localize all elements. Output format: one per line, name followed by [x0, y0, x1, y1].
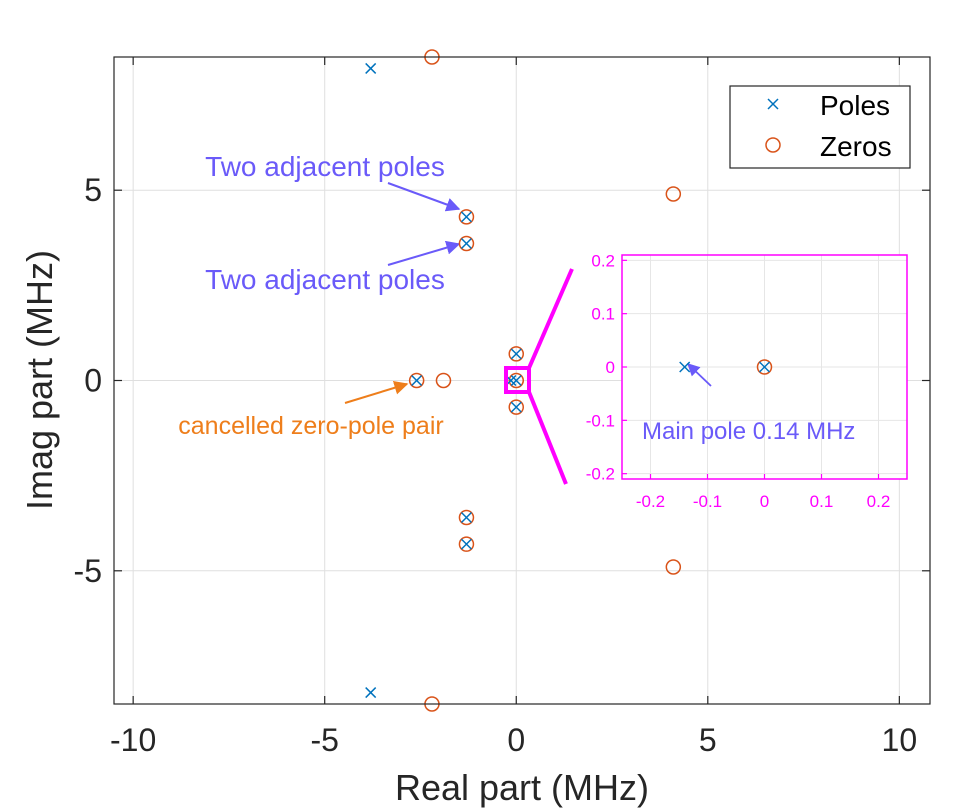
- y-tick-label: 5: [84, 172, 102, 208]
- zero-marker: [458, 536, 475, 552]
- x-tick-label: 0: [507, 722, 525, 758]
- annotation-cancelled-pair: cancelled zero-pole pair: [178, 412, 443, 440]
- inset-annotation-main-pole: Main pole 0.14 MHz: [642, 418, 855, 445]
- x-tick-label: 5: [699, 722, 717, 758]
- x-tick-label: 10: [882, 722, 918, 758]
- inset-plot: -0.2 -0.1 0 0.1 0.2 -0.2 -0.1 0 0.1 0.2 Main pole…: [586, 251, 908, 511]
- zero-marker: [508, 372, 525, 389]
- inset-x-tick-label: 0: [760, 492, 769, 511]
- pole-marker: [510, 348, 522, 360]
- legend-poles-marker: [767, 98, 779, 110]
- x-tick-label: -5: [310, 722, 338, 758]
- pole-marker: [460, 538, 472, 550]
- annotation-arrow-lower: [387, 240, 461, 266]
- zero-marker: [665, 559, 682, 575]
- inset-x-tick-label: 0.1: [810, 492, 834, 511]
- pole-marker: [510, 401, 522, 413]
- pole-marker: [460, 511, 472, 524]
- x-tick-label: -10: [110, 722, 156, 758]
- pole-marker: [365, 687, 377, 699]
- annotation-two-adjacent-poles-upper: Two adjacent poles: [205, 151, 445, 182]
- pole-marker: [510, 374, 522, 387]
- zero-marker: [458, 509, 475, 526]
- zoom-connector-bottom: [527, 391, 568, 485]
- inset-y-tick-label: -0.1: [586, 411, 615, 430]
- zoom-box: [504, 366, 531, 394]
- axis-ticks: -10 -5 0 5 10 -5 0 5: [74, 57, 930, 758]
- inset-x-tick-label: 0.2: [867, 492, 891, 511]
- x-axis-label: Real part (MHz): [395, 767, 649, 808]
- inset-y-tick-label: 0: [606, 358, 615, 377]
- inset-zero-marker: [756, 359, 773, 375]
- zero-marker: [458, 209, 475, 225]
- inset-x-tick-label: -0.2: [636, 492, 665, 511]
- pole-marker: [411, 374, 423, 387]
- inset-ticks: -0.2 -0.1 0 0.1 0.2 -0.2 -0.1 0 0.1 0.2: [586, 251, 891, 511]
- inset-y-tick-label: -0.2: [586, 465, 615, 484]
- inset-annotation-arrow: [687, 363, 712, 387]
- legend-zeros-marker: [765, 137, 781, 153]
- y-tick-label: -5: [74, 553, 102, 589]
- zero-marker: [435, 372, 452, 389]
- inset-x-tick-label: -0.1: [693, 492, 722, 511]
- pole-marker: [460, 211, 472, 223]
- inset-y-tick-label: 0.2: [591, 251, 615, 270]
- legend: Poles Zeros: [729, 85, 911, 169]
- zero-marker: [665, 186, 682, 202]
- zoom-connector-top: [527, 268, 574, 369]
- inset-pole-marker: [679, 361, 691, 373]
- zero-marker: [408, 372, 425, 389]
- annotation-arrow-cancelled: [344, 380, 409, 404]
- zero-marker: [458, 235, 475, 252]
- pole-marker: [365, 62, 377, 74]
- y-tick-label: 0: [84, 363, 102, 399]
- legend-box: [729, 85, 911, 169]
- pole-marker: [460, 237, 472, 250]
- inset-markers: [679, 359, 773, 375]
- legend-label-zeros: Zeros: [820, 131, 892, 162]
- annotation-two-adjacent-poles-lower: Two adjacent poles: [205, 264, 445, 295]
- annotation-arrow-upper: [387, 182, 461, 212]
- y-axis-label: Imag part (MHz): [19, 250, 60, 510]
- legend-label-poles: Poles: [820, 90, 890, 121]
- inset-frame: [621, 254, 908, 480]
- plot-frame: [113, 56, 931, 705]
- zero-marker: [508, 346, 525, 362]
- zero-marker: [508, 399, 525, 415]
- inset-y-tick-label: 0.1: [591, 305, 615, 324]
- inset-pole-marker: [758, 361, 771, 373]
